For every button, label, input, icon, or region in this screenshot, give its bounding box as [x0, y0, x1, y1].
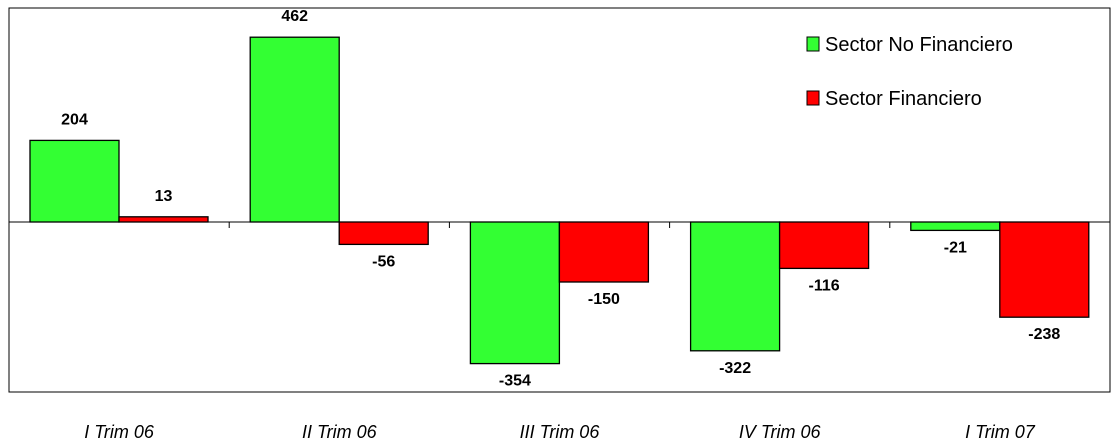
data-label-financiero-2: -150	[588, 291, 620, 308]
data-label-no-financiero-3: -322	[719, 360, 751, 377]
bar-no-financiero-4	[910, 221, 1001, 232]
category-label-1: II Trim 06	[302, 422, 378, 440]
legend-label-financiero: Sector Financiero	[825, 88, 982, 110]
data-label-financiero-1: -56	[372, 253, 395, 270]
data-labels-layer: 204 13 462 -56 -354 -150 -322 -116 -21 -238	[61, 8, 1060, 389]
category-label-0: I Trim 06	[84, 422, 155, 440]
bar-no-financiero-0	[29, 139, 120, 223]
category-label-2: III Trim 06	[520, 422, 601, 440]
bars-layer	[29, 36, 1090, 365]
zero-axis-layer	[8, 221, 1111, 228]
category-label-4: I Trim 07	[965, 422, 1036, 440]
category-label-3: IV Trim 06	[739, 422, 822, 440]
data-label-financiero-3: -116	[809, 277, 840, 294]
data-label-financiero-0: 13	[155, 188, 173, 205]
bar-no-financiero-3	[689, 221, 781, 352]
legend-label-no-financiero: Sector No Financiero	[825, 34, 1013, 56]
data-label-no-financiero-2: -354	[499, 373, 531, 390]
legend-swatch-no-financiero	[806, 36, 820, 52]
bar-financiero-0	[118, 216, 209, 223]
bar-financiero-2	[558, 221, 650, 283]
data-label-no-financiero-0: 204	[61, 111, 88, 128]
plot-area-border	[8, 7, 1111, 393]
bar-no-financiero-1	[249, 36, 340, 223]
bar-financiero-4	[999, 221, 1090, 318]
category-labels-layer: I Trim 06 II Trim 06 III Trim 06 IV Trim 06…	[84, 422, 1035, 440]
legend-swatch-financiero	[806, 90, 820, 106]
data-label-no-financiero-1: 462	[281, 8, 308, 25]
bar-no-financiero-2	[469, 221, 561, 365]
legend: Sector No Financiero Sector Financiero	[806, 34, 1013, 110]
data-label-no-financiero-4: -21	[944, 239, 967, 256]
bar-financiero-1	[338, 221, 429, 246]
data-label-financiero-4: -238	[1028, 326, 1060, 343]
bar-financiero-3	[778, 221, 870, 270]
